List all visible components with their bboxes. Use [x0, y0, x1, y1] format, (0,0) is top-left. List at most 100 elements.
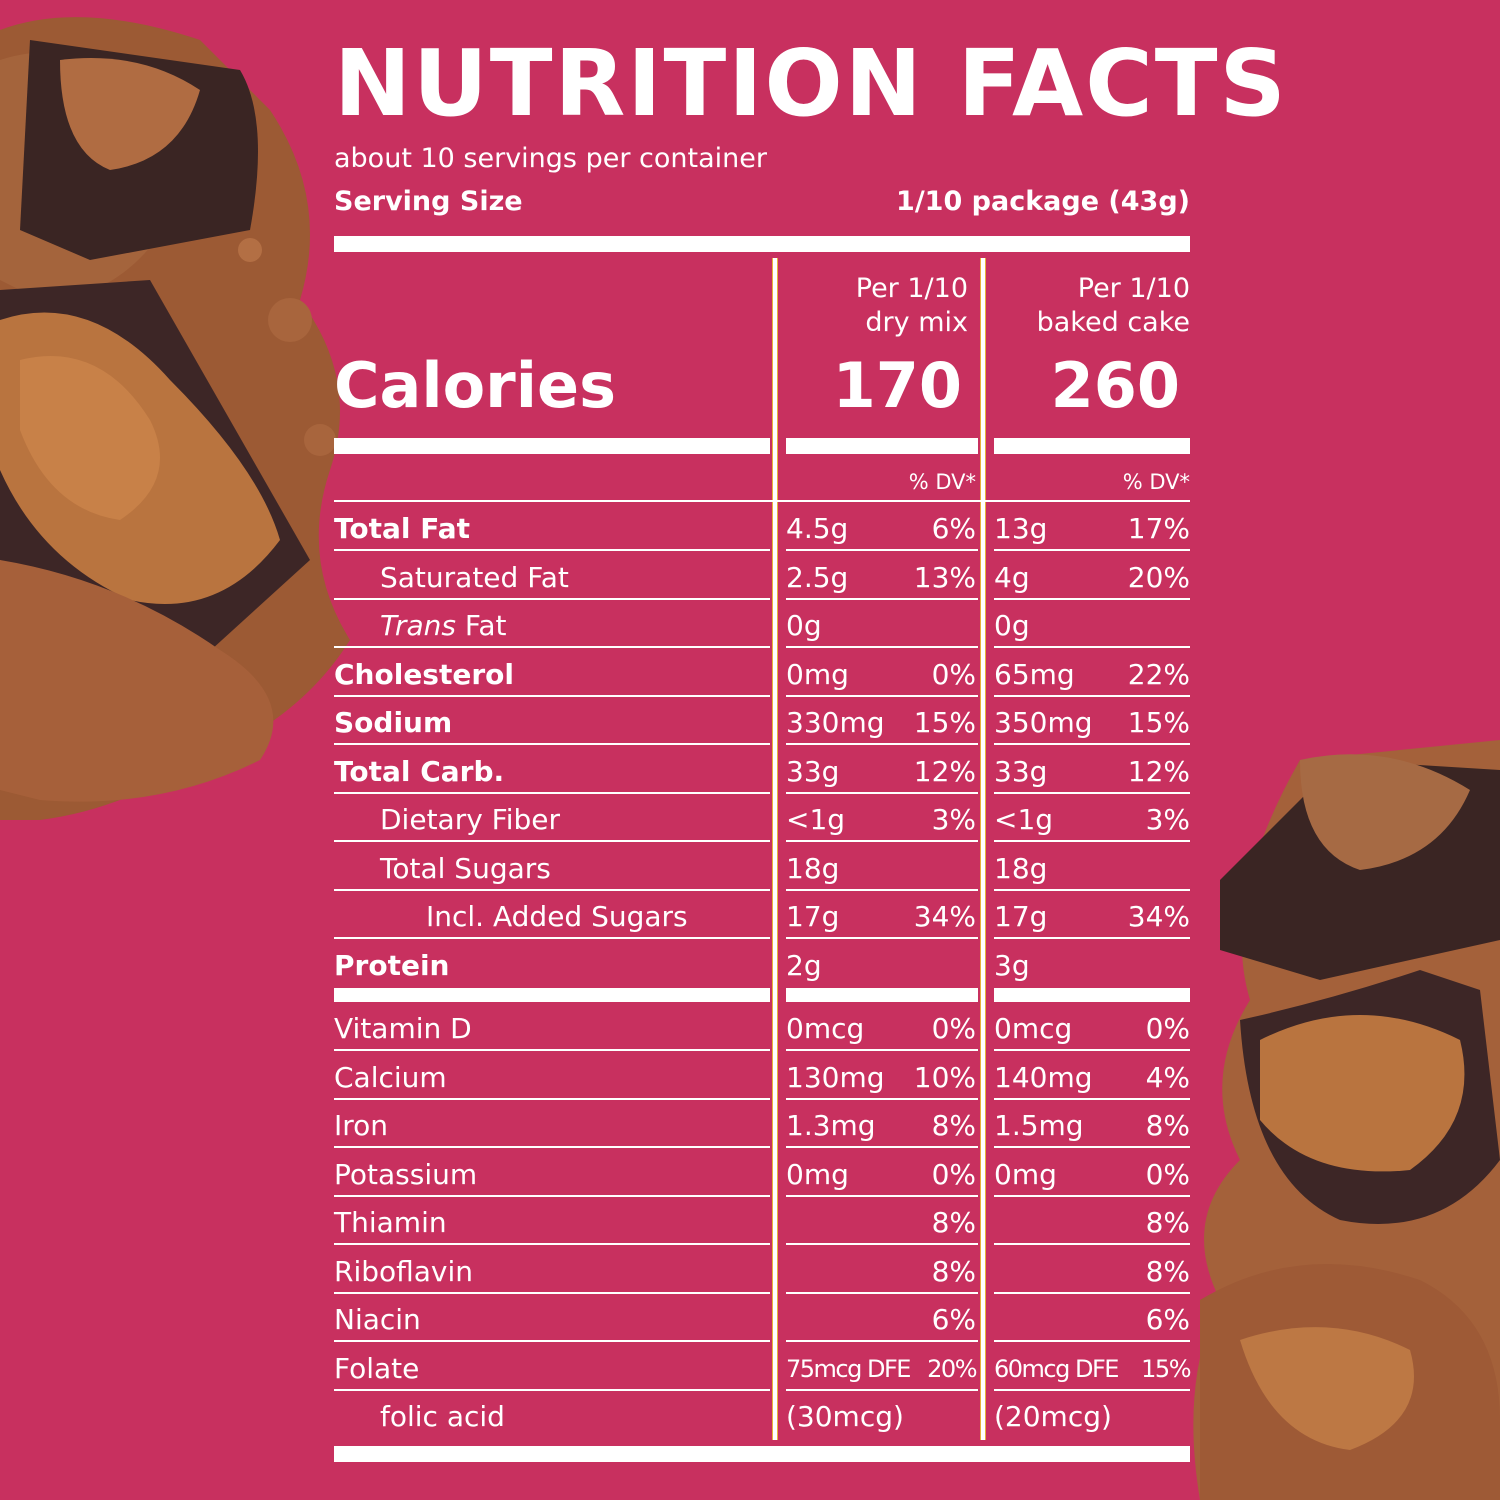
dry-mix-dv: 10%: [913, 1060, 976, 1094]
label-title: NUTRITION FACTS: [334, 30, 1288, 137]
dry-mix-amount: 4.5g: [786, 512, 849, 545]
dry-mix-amount: 0mg: [786, 1157, 849, 1191]
dry-mix-dv: 0%: [931, 1012, 976, 1045]
baked-cake-column-heading: Per 1/10 baked cake: [994, 272, 1190, 340]
serving-size-value: 1/10 package (43g): [896, 186, 1190, 217]
nutrient-row: Cholesterol 0mg 0% 65mg 22%: [334, 649, 1190, 697]
row-rule-right: [994, 937, 1190, 939]
nutrient-name-rest: Fat: [455, 609, 507, 642]
row-rule-right: [994, 694, 1190, 697]
baked-cake-amount: 17g: [994, 900, 1048, 933]
baked-cake-amount: 18g: [994, 851, 1048, 885]
thick-rule-protein-1: [786, 988, 978, 1002]
baked-cake-dv: 8%: [1145, 1254, 1190, 1288]
row-rule-mid: [786, 1146, 978, 1148]
row-rule-right: [994, 1243, 1190, 1245]
thick-rule-calories-left: [334, 438, 770, 454]
row-rule-right: [994, 743, 1190, 745]
baked-cake-dv: 0%: [1145, 1157, 1190, 1191]
dry-mix-dv: 12%: [913, 754, 976, 788]
row-rule-left: [334, 1243, 770, 1245]
nutrient-row: Sodium 330mg 15% 350mg 15%: [334, 697, 1190, 745]
servings-per-container: about 10 servings per container: [334, 143, 767, 174]
row-rule-left: [334, 1291, 770, 1294]
row-rule-mid: [786, 791, 978, 794]
baked-cake-amount: 65mg: [994, 657, 1075, 691]
thick-rule-bottom: [334, 1446, 1190, 1462]
thick-rule-protein-2: [994, 988, 1190, 1002]
baked-cake-dv: 8%: [1145, 1206, 1190, 1239]
row-rule-right: [994, 597, 1190, 600]
nutrition-facts-panel: NUTRITION FACTS about 10 servings per co…: [334, 0, 1288, 1500]
baked-cake-amount: 1.5mg: [994, 1109, 1084, 1142]
row-rule-left: [334, 888, 770, 891]
dry-mix-amount: 0g: [786, 609, 822, 642]
row-rule-left: [334, 1146, 770, 1148]
dry-mix-calories: 170: [832, 349, 962, 422]
dry-mix-amount: 2.5g: [786, 560, 849, 594]
baked-cake-amount: 0mcg: [994, 1012, 1073, 1045]
nutrient-name: Saturated Fat: [380, 560, 569, 594]
row-rule-mid: [786, 840, 978, 842]
calories-label: Calories: [334, 349, 616, 422]
row-rule-right: [994, 646, 1190, 648]
row-rule-right: [994, 1291, 1190, 1294]
nutrient-name: Potassium: [334, 1157, 478, 1191]
nutrient-row: Protein 2g 3g: [334, 940, 1190, 988]
nutrient-name: Protein: [334, 948, 450, 982]
row-rule-right: [994, 549, 1190, 551]
baked-cake-dv: 15%: [1141, 1354, 1191, 1383]
dry-mix-heading-line1: Per 1/10: [855, 273, 968, 304]
row-rule-right: [994, 1146, 1190, 1148]
dry-mix-amount: 75mcg DFE: [786, 1354, 911, 1383]
row-rule-right: [994, 1049, 1190, 1051]
row-rule-right: [994, 1097, 1190, 1100]
nutrient-name: Niacin: [334, 1303, 421, 1336]
row-rule-mid: [786, 1194, 978, 1197]
nutrient-row: Saturated Fat 2.5g 13% 4g 20%: [334, 552, 1190, 600]
dry-mix-amount: 33g: [786, 754, 840, 788]
serving-size-label: Serving Size: [334, 186, 523, 217]
row-rule-mid: [786, 1097, 978, 1100]
nutrient-row: Dietary Fiber <1g 3% <1g 3%: [334, 794, 1190, 842]
dry-mix-amount: 130mg: [786, 1060, 885, 1094]
row-rule-mid: [786, 1291, 978, 1294]
thin-rule-dv: [334, 500, 1190, 502]
nutrient-row: Folate 75mcg DFE 20% 60mcg DFE 15%: [334, 1343, 1192, 1391]
row-rule-right: [994, 1194, 1190, 1197]
baked-cake-amount: 0g: [994, 609, 1030, 642]
row-rule-left: [334, 1194, 770, 1197]
dry-mix-dv: 8%: [931, 1206, 976, 1239]
nutrient-name: Calcium: [334, 1060, 447, 1094]
nutrient-name: Cholesterol: [334, 657, 514, 691]
row-rule-mid: [786, 1340, 978, 1342]
baked-cake-amount: <1g: [994, 803, 1054, 836]
row-rule-left: [334, 791, 770, 794]
nutrient-row: Total Fat 4.5g 6% 13g 17%: [334, 503, 1190, 551]
nutrient-name: Riboflavin: [334, 1254, 474, 1288]
nutrient-name: Total Fat: [334, 512, 471, 545]
row-rule-left: [334, 1340, 770, 1342]
nutrient-row: Thiamin 8% 8%: [334, 1197, 1190, 1245]
row-rule-left: [334, 1097, 770, 1100]
dry-mix-amount: <1g: [786, 803, 846, 836]
row-rule-left: [334, 840, 770, 842]
baked-cake-dv: 8%: [1145, 1109, 1190, 1142]
baked-cake-dv: 20%: [1127, 560, 1190, 594]
dry-mix-dv: 6%: [931, 512, 976, 545]
row-rule-left: [334, 549, 770, 551]
nutrient-name-italic: Trans: [380, 609, 456, 642]
nutrient-row: Vitamin D 0mcg 0% 0mcg 0%: [334, 1003, 1190, 1051]
nutrient-row: Calcium 130mg 10% 140mg 4%: [334, 1052, 1190, 1100]
nutrient-name: Vitamin D: [334, 1012, 472, 1045]
dry-mix-dv: 0%: [931, 657, 976, 691]
thick-rule-calories-right: [994, 438, 1190, 454]
thick-rule-top: [334, 236, 1190, 252]
nutrient-row: Potassium 0mg 0% 0mg 0%: [334, 1149, 1190, 1197]
nutrient-name: Incl. Added Sugars: [426, 900, 688, 933]
nutrient-row: Total Carb. 33g 12% 33g 12%: [334, 746, 1190, 794]
row-rule-right: [994, 791, 1190, 794]
nutrient-row: Niacin 6% 6%: [334, 1294, 1190, 1342]
baked-cake-dv: 6%: [1145, 1303, 1190, 1336]
baked-cake-amount: 0mg: [994, 1157, 1057, 1191]
